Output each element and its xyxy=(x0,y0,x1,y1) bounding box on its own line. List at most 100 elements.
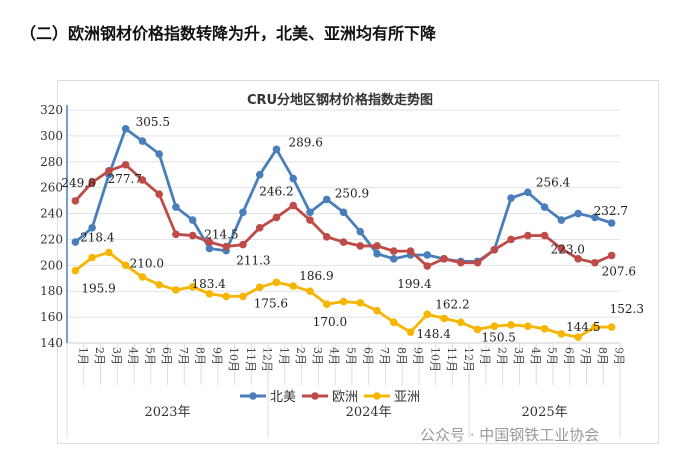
x-tick-label: 5月 xyxy=(546,347,559,365)
x-tick-label: 7月 xyxy=(579,347,592,365)
x-tick-label: 4月 xyxy=(127,347,140,365)
data-point xyxy=(188,216,197,224)
data-label: 277.7 xyxy=(108,172,142,186)
x-tick-label: 6月 xyxy=(160,347,173,365)
data-point xyxy=(490,322,499,330)
legend-marker xyxy=(249,392,257,400)
data-point xyxy=(121,124,130,133)
x-tick-label: 8月 xyxy=(596,347,609,365)
legend-marker xyxy=(373,392,381,400)
data-point xyxy=(339,208,348,217)
data-label: 170.0 xyxy=(313,315,347,329)
year-label: 2024年 xyxy=(346,405,392,420)
data-point xyxy=(356,227,365,236)
data-point xyxy=(356,242,365,250)
data-point xyxy=(591,323,599,331)
data-label: 232.7 xyxy=(594,204,628,218)
data-label: 218.4 xyxy=(80,231,115,245)
data-point xyxy=(138,137,147,145)
data-point xyxy=(440,255,448,263)
data-point xyxy=(507,321,515,329)
x-tick-label: 2月 xyxy=(294,347,307,365)
data-label: 223.0 xyxy=(551,243,585,257)
data-point xyxy=(88,253,96,262)
data-point xyxy=(306,216,314,224)
x-tick-label: 5月 xyxy=(345,347,358,365)
x-tick-label: 12月 xyxy=(261,347,274,372)
data-point xyxy=(188,283,197,291)
data-label: 305.5 xyxy=(136,115,170,129)
x-tick-label: 10月 xyxy=(428,347,441,372)
y-tick-label: 280 xyxy=(40,155,63,169)
data-point xyxy=(607,219,616,227)
data-point xyxy=(607,323,616,331)
data-point xyxy=(222,242,230,251)
data-point xyxy=(389,255,398,263)
y-tick-label: 140 xyxy=(40,336,63,350)
data-point xyxy=(272,213,281,222)
y-tick-label: 300 xyxy=(40,129,63,143)
data-point xyxy=(239,208,247,217)
y-tick-label: 240 xyxy=(40,207,63,221)
year-label: 2025年 xyxy=(522,405,568,420)
data-point xyxy=(239,292,247,301)
data-label: 246.2 xyxy=(259,185,293,199)
x-tick-label: 9月 xyxy=(613,347,626,365)
data-point xyxy=(188,231,197,240)
data-label: 207.6 xyxy=(602,264,636,278)
data-point xyxy=(373,249,381,258)
data-point xyxy=(473,325,482,334)
data-point xyxy=(138,273,147,281)
data-point xyxy=(71,238,80,246)
x-tick-label: 7月 xyxy=(378,347,391,365)
data-point xyxy=(607,251,616,260)
chart-title: CRU分地区钢材价格指数走势图 xyxy=(247,92,433,108)
data-label: 183.4 xyxy=(191,277,226,291)
data-label: 175.6 xyxy=(254,296,288,310)
x-tick-label: 10月 xyxy=(227,347,240,372)
x-tick-label: 11月 xyxy=(244,347,257,372)
data-label: 144.5 xyxy=(566,320,600,334)
data-point xyxy=(406,328,415,336)
data-point xyxy=(339,297,348,306)
x-tick-label: 3月 xyxy=(311,347,324,365)
data-point xyxy=(155,150,163,158)
data-label: 289.6 xyxy=(288,135,322,149)
watermark: 公众号 · 中国钢铁工业协会 xyxy=(420,426,600,444)
data-point xyxy=(121,261,130,270)
x-tick-label: 1月 xyxy=(479,347,492,365)
data-point xyxy=(423,262,432,270)
legend-label: 北美 xyxy=(270,390,296,405)
data-point xyxy=(507,235,515,244)
x-tick-label: 7月 xyxy=(177,347,190,365)
data-point xyxy=(105,167,113,175)
data-point xyxy=(557,330,566,338)
data-point xyxy=(172,286,180,294)
data-point xyxy=(490,246,499,254)
data-point xyxy=(155,280,163,289)
data-point xyxy=(507,194,515,202)
data-point xyxy=(373,306,381,315)
data-label: 152.3 xyxy=(610,302,644,316)
data-point xyxy=(239,240,247,249)
data-point xyxy=(339,238,348,246)
x-tick-label: 9月 xyxy=(412,347,425,365)
data-point xyxy=(255,170,264,179)
data-point xyxy=(389,318,398,327)
data-point xyxy=(289,282,298,290)
data-point xyxy=(540,324,549,333)
y-tick-label: 160 xyxy=(40,310,63,324)
data-point xyxy=(306,208,314,217)
data-point xyxy=(71,266,80,275)
data-point xyxy=(423,251,432,259)
data-point xyxy=(389,247,398,255)
data-point xyxy=(457,318,465,327)
data-point xyxy=(138,176,147,184)
data-point xyxy=(322,195,331,204)
data-point xyxy=(423,310,432,319)
x-tick-label: 12月 xyxy=(462,347,475,372)
data-label: 210.0 xyxy=(130,256,164,270)
data-point xyxy=(406,247,415,255)
data-point xyxy=(356,299,365,307)
